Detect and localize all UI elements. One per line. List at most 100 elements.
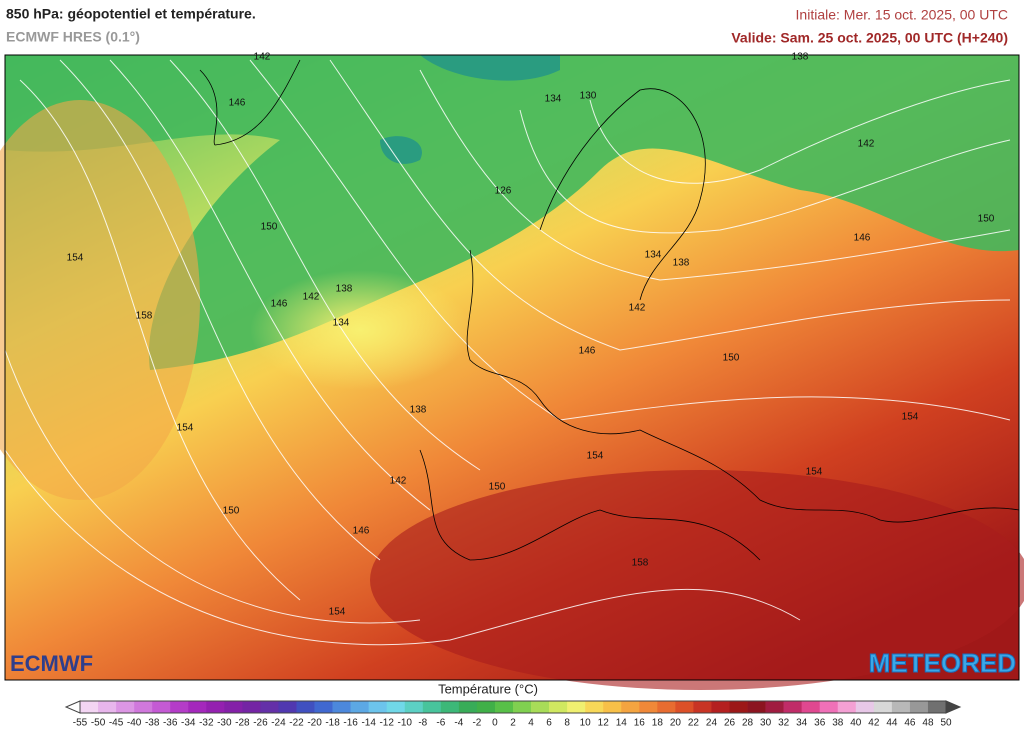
- hot-area: [370, 470, 1024, 690]
- colorbar-tick-label: 4: [528, 718, 534, 729]
- colorbar-tick-label: 38: [832, 718, 844, 729]
- colorbar-cell: [837, 701, 857, 713]
- colorbar-cell: [585, 701, 604, 713]
- colorbar-tick-label: -4: [454, 718, 463, 729]
- colorbar-cell: [567, 701, 586, 713]
- contour-label: 158: [632, 558, 649, 569]
- colorbar-cell: [531, 701, 550, 713]
- colorbar-cell: [873, 701, 893, 713]
- title: 850 hPa: géopotentiel et température.: [6, 6, 256, 22]
- colorbar-arrow-left: [64, 700, 81, 714]
- contour-label: 154: [806, 467, 823, 478]
- colorbar-tick-label: -40: [127, 718, 142, 729]
- contour-label: 138: [410, 405, 427, 416]
- colorbar-cell: [152, 701, 171, 713]
- colorbar-cell: [711, 701, 730, 713]
- colorbar-cell: [476, 701, 496, 713]
- colorbar-tick-label: 44: [886, 718, 898, 729]
- colorbar-cell: [819, 701, 839, 713]
- colorbar-tick-label: -34: [181, 718, 196, 729]
- contour-label: 134: [333, 318, 350, 329]
- colorbar-tick-label: -18: [325, 718, 340, 729]
- initial-time: Initiale: Mer. 15 oct. 2025, 00 UTC: [796, 7, 1008, 23]
- colorbar-tick-label: 48: [922, 718, 934, 729]
- colorbar-cell: [296, 701, 315, 713]
- colorbar-tick-label: -24: [271, 718, 286, 729]
- colorbar-tick-label: 18: [652, 718, 664, 729]
- contour-label: 142: [390, 476, 407, 487]
- colorbar-cell: [98, 701, 117, 713]
- colorbar-tick-label: -26: [253, 718, 268, 729]
- contour-label: 126: [495, 186, 512, 197]
- colorbar-tick-label: 22: [688, 718, 700, 729]
- colorbar-cell: [188, 701, 207, 713]
- contour-label: 154: [329, 607, 346, 618]
- colorbar-cell: [891, 701, 911, 713]
- colorbar-cell: [404, 701, 424, 713]
- colorbar-frame: [79, 700, 947, 714]
- model: ECMWF HRES (0.1°): [6, 29, 140, 45]
- colorbar-cell: [783, 701, 802, 713]
- colorbar-tick-label: 26: [724, 718, 736, 729]
- colorbar-tick-label: -38: [145, 718, 160, 729]
- colorbar-tick-label: 10: [580, 718, 592, 729]
- colorbar-cell: [116, 701, 135, 713]
- contour-label: 142: [858, 139, 875, 150]
- colorbar-tick-label: 36: [814, 718, 826, 729]
- colorbar-tick-label: -32: [199, 718, 214, 729]
- contour-label: 142: [629, 303, 646, 314]
- contour-label: 146: [229, 98, 246, 109]
- colorbar-cell: [350, 701, 369, 713]
- colorbar-cell: [332, 701, 351, 713]
- colorbar-cell: [368, 701, 388, 713]
- coastlines: [199, 59, 1020, 561]
- colorbar-cell: [639, 701, 658, 713]
- colorbar-cell: [440, 701, 460, 713]
- colorbar-cell: [801, 701, 821, 713]
- colorbar-tick-label: -12: [379, 718, 394, 729]
- colorbar-tick-label: 24: [706, 718, 718, 729]
- cold-air-mass: [5, 55, 1019, 370]
- colorbar-tick-label: -2: [472, 718, 481, 729]
- colorbar-cell: [278, 701, 297, 713]
- contour-label: 150: [223, 506, 240, 517]
- contour-label: 150: [978, 214, 995, 225]
- colorbar-cell: [909, 701, 929, 713]
- colorbar-tick-label: -16: [343, 718, 358, 729]
- colorbar-cell: [422, 701, 442, 713]
- colorbar-cell: [747, 701, 766, 713]
- colorbar-cell: [603, 701, 622, 713]
- ecmwf-logo: ECMWF: [10, 651, 93, 676]
- colorbar-tick-label: -14: [361, 718, 376, 729]
- contour-label: 154: [67, 253, 84, 264]
- colorbar-cell: [765, 701, 784, 713]
- colorbar-cell: [513, 701, 532, 713]
- valid-time: Valide: Sam. 25 oct. 2025, 00 UTC (H+240…: [731, 30, 1008, 46]
- colorbar-tick-label: 0: [492, 718, 498, 729]
- colorbar-cell: [675, 701, 694, 713]
- colorbar-cell: [314, 701, 333, 713]
- colorbar-cell: [621, 701, 640, 713]
- colorbar-tick-label: 6: [546, 718, 552, 729]
- colorbar-tick-label: -55: [73, 718, 88, 729]
- colorbar-tick-label: 16: [634, 718, 646, 729]
- colorbar-cell: [927, 701, 947, 713]
- colorbar-cell: [206, 701, 225, 713]
- colorbar-cell: [80, 701, 99, 713]
- contour-label: 138: [336, 284, 353, 295]
- colorbar-cell: [693, 701, 712, 713]
- colorbar-tick-label: -8: [418, 718, 427, 729]
- contour-label: 154: [177, 423, 194, 434]
- contour-label: 154: [587, 451, 604, 462]
- colorbar-tick-label: 8: [564, 718, 570, 729]
- contour-label: 146: [854, 233, 871, 244]
- colorbar-cell: [494, 701, 514, 713]
- colorbar-tick-label: 46: [904, 718, 916, 729]
- contour-label: 142: [303, 292, 320, 303]
- colorbar-cell: [549, 701, 568, 713]
- colorbar-tick-label: -28: [235, 718, 250, 729]
- contour-label: 142: [254, 52, 271, 63]
- colorbar-tick-label: 42: [868, 718, 880, 729]
